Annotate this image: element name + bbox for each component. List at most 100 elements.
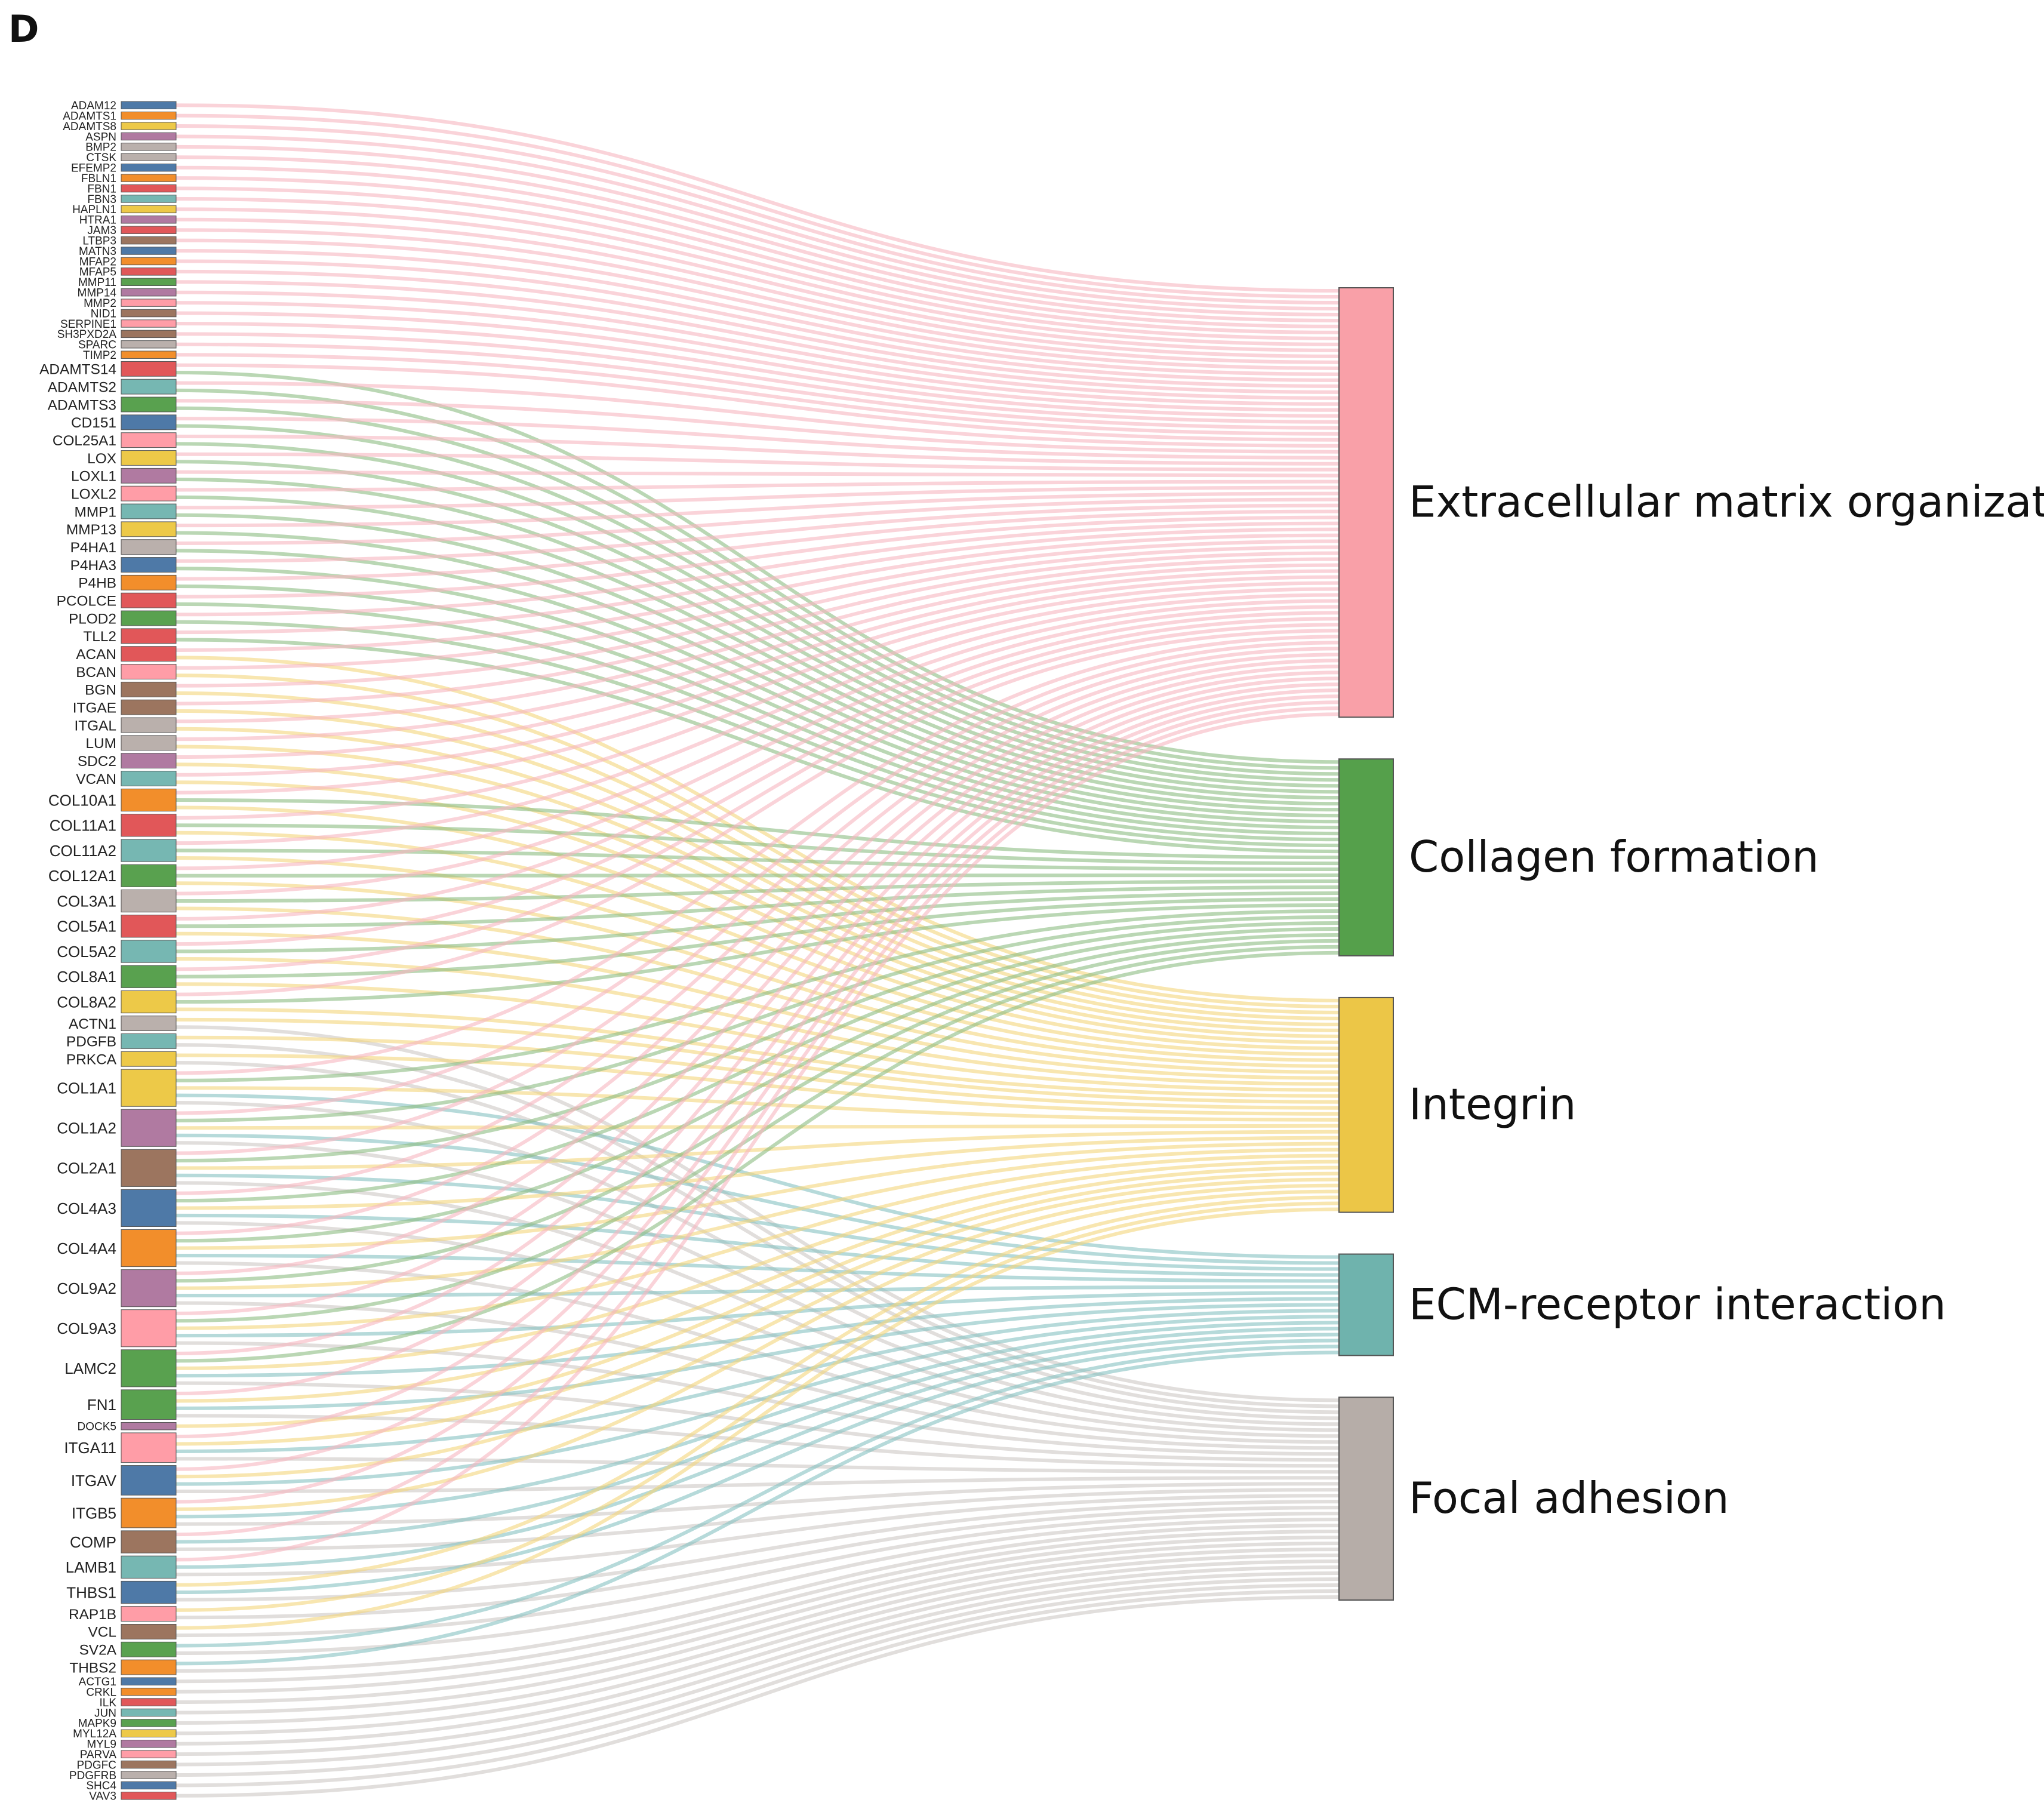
link-adamts8-extracellular-matrix-organization [176,124,1340,304]
link-rap1b-integrin [176,1201,1340,1612]
gene-node-fbn1 [121,184,177,193]
gene-label-itgal: ITGAL [74,718,116,734]
gene-node-col8a2 [121,990,177,1014]
link-p4hb-extracellular-matrix-organization [176,509,1340,581]
link-itga11-integrin [176,1177,1340,1446]
gene-node-actg1 [121,1677,177,1685]
gene-node-serpine1 [121,319,177,328]
gene-node-mmp2 [121,299,177,307]
link-tll2-extracellular-matrix-organization [176,527,1340,635]
link-col1a1-collagen-formation [176,909,1340,1082]
gene-node-aspn [121,132,177,141]
gene-label-lum: LUM [85,736,116,752]
link-cd151-extracellular-matrix-organization [176,417,1340,460]
link-col1a1-ecm-receptor-interaction [176,1093,1340,1259]
gene-node-col9a3 [121,1309,177,1348]
gene-node-rap1b [121,1606,177,1622]
link-efemp2-extracellular-matrix-organization [176,165,1340,328]
link-shc4-focal-adhesion [176,1589,1340,1788]
pathway-label-focal-adhesion: Focal adhesion [1409,1473,1729,1523]
link-lamc2-collagen-formation [176,950,1340,1363]
gene-label-myl9: MYL9 [87,1739,116,1751]
gene-label-cd151: CD151 [71,415,116,431]
gene-node-lox [121,450,177,466]
gene-label-ltbp3: LTBP3 [82,235,116,247]
gene-node-htra1 [121,216,177,224]
gene-label-itgae: ITGAE [73,700,116,716]
link-col8a2-extracellular-matrix-organization [176,629,1340,996]
gene-node-thbs2 [121,1659,177,1675]
gene-node-hapln1 [121,205,177,214]
panel-label: D [8,7,39,51]
gene-node-jam3 [121,226,177,234]
gene-label-shc4: SHC4 [86,1780,116,1792]
gene-node-itgal [121,717,177,733]
gene-label-col5a1: COL5A1 [57,918,116,936]
link-bgn-extracellular-matrix-organization [176,545,1340,688]
pathway-label-extracellular-matrix-organization: Extracellular matrix organization [1409,477,2044,527]
gene-node-col1a2 [121,1109,177,1147]
gene-node-myl12a [121,1729,177,1737]
gene-node-adamts1 [121,111,177,120]
link-myl12a-focal-adhesion [176,1559,1340,1736]
link-col5a2-integrin [176,956,1340,1086]
link-crkl-focal-adhesion [176,1536,1340,1694]
link-adamts3-extracellular-matrix-organization [176,399,1340,454]
link-itgae-integrin [176,709,1340,1020]
link-mapk9-focal-adhesion [176,1553,1340,1725]
link-pcolce-extracellular-matrix-organization [176,515,1340,599]
gene-label-ilk: ILK [99,1697,116,1709]
gene-node-ltbp3 [121,236,177,245]
link-thbs1-focal-adhesion [176,1500,1340,1602]
gene-node-mmp11 [121,278,177,287]
gene-label-loxl2: LOXL2 [71,486,116,502]
gene-label-serpine1: SERPINE1 [60,318,116,331]
gene-label-adamts8: ADAMTS8 [63,121,116,133]
gene-label-col4a4: COL4A4 [57,1239,116,1257]
link-thbs1-ecm-receptor-interaction [176,1339,1340,1595]
gene-node-dock5 [121,1422,177,1430]
link-plod2-extracellular-matrix-organization [176,521,1340,617]
gene-label-comp: COMP [70,1533,116,1551]
gene-label-fbn1: FBN1 [87,183,116,195]
gene-node-col12a1 [121,864,177,887]
gene-label-col8a2: COL8A2 [57,993,116,1011]
gene-node-sv2a [121,1641,177,1657]
link-rap1b-focal-adhesion [176,1506,1340,1620]
link-pdgfb-integrin [176,1035,1340,1110]
link-layer [176,103,1340,1798]
gene-node-crkl [121,1687,177,1696]
link-pdgfrb-focal-adhesion [176,1583,1340,1777]
gene-node-acan [121,646,177,662]
link-tll2-collagen-formation [176,638,1340,854]
gene-label-mmp14: MMP14 [78,287,117,300]
gene-node-ilk [121,1698,177,1706]
link-itgav-integrin [176,1183,1340,1479]
gene-label-pdgfb: PDGFB [66,1034,116,1050]
link-hapln1-extracellular-matrix-organization [176,207,1340,352]
gene-label-col9a2: COL9A2 [57,1279,116,1297]
link-comp-ecm-receptor-interaction [176,1327,1340,1544]
link-mfap2-extracellular-matrix-organization [176,259,1340,382]
gene-node-lamc2 [121,1349,177,1388]
link-sh3pxd2a-extracellular-matrix-organization [176,332,1340,424]
gene-node-cd151 [121,414,177,430]
gene-node-adamts8 [121,122,177,130]
link-col2a1-integrin [176,1130,1340,1170]
gene-node-loxl1 [121,467,177,484]
link-col5a1-extracellular-matrix-organization [176,611,1340,921]
link-fn1-integrin [176,1165,1340,1403]
link-comp-focal-adhesion [176,1488,1340,1551]
gene-node-col5a1 [121,915,177,938]
link-col11a2-integrin [176,856,1340,1062]
gene-label-fbln1: FBLN1 [81,173,116,185]
link-lamb1-ecm-receptor-interaction [176,1333,1340,1569]
gene-node-parva [121,1750,177,1758]
link-fn1-extracellular-matrix-organization [176,682,1340,1396]
link-p4hb-collagen-formation [176,584,1340,836]
gene-node-pdgfc [121,1760,177,1769]
gene-node-comp [121,1530,177,1553]
link-mmp1-extracellular-matrix-organization [176,485,1340,510]
gene-label-p4ha3: P4HA3 [70,558,116,574]
gene-node-col2a1 [121,1149,177,1187]
